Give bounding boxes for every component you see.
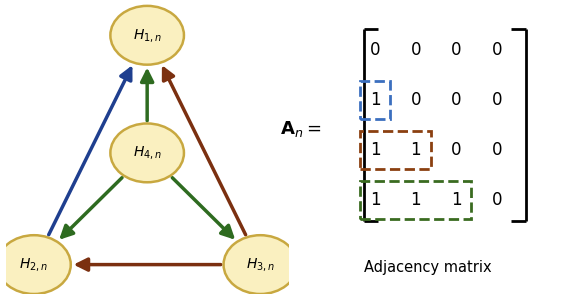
Ellipse shape: [110, 123, 184, 182]
Text: 0: 0: [491, 41, 502, 59]
Text: Adjacency matrix: Adjacency matrix: [363, 260, 491, 275]
Text: $\mathbf{A}_n =$: $\mathbf{A}_n =$: [280, 119, 321, 139]
Ellipse shape: [224, 235, 297, 294]
Text: 1: 1: [370, 91, 381, 109]
Text: 1: 1: [370, 141, 381, 159]
Text: $H_{4,n}$: $H_{4,n}$: [132, 144, 162, 161]
Text: 0: 0: [491, 141, 502, 159]
Text: 0: 0: [491, 91, 502, 109]
Text: 1: 1: [370, 191, 381, 209]
Text: 0: 0: [411, 41, 421, 59]
Ellipse shape: [110, 6, 184, 65]
Text: 0: 0: [451, 141, 461, 159]
Text: 0: 0: [491, 191, 502, 209]
Text: 1: 1: [410, 141, 421, 159]
Text: 1: 1: [451, 191, 462, 209]
Text: 0: 0: [370, 41, 381, 59]
Text: 0: 0: [411, 91, 421, 109]
Text: $H_{2,n}$: $H_{2,n}$: [19, 256, 49, 273]
Ellipse shape: [0, 235, 71, 294]
Text: $H_{3,n}$: $H_{3,n}$: [246, 256, 275, 273]
Text: 1: 1: [410, 191, 421, 209]
Text: $H_{1,n}$: $H_{1,n}$: [132, 27, 162, 44]
Text: 0: 0: [451, 41, 461, 59]
Text: 0: 0: [451, 91, 461, 109]
